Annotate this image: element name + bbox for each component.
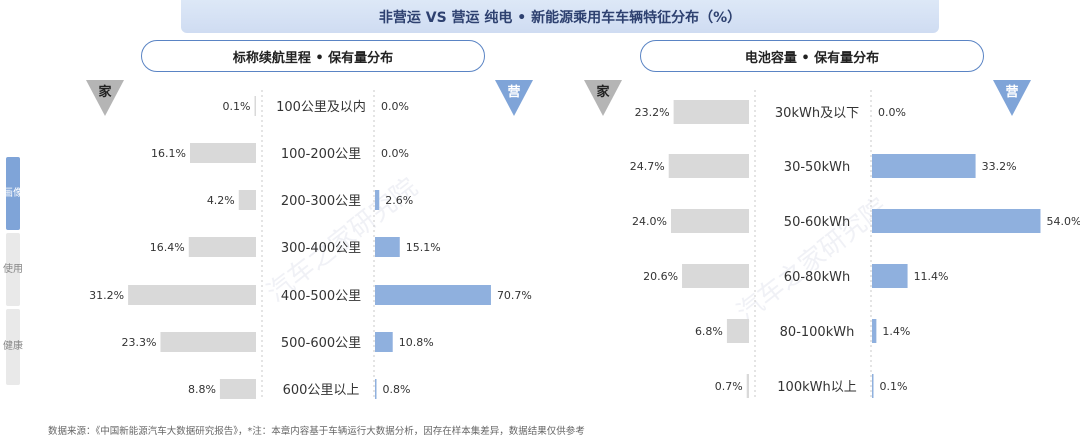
ying-label: 营 bbox=[1005, 85, 1019, 100]
bar-jia bbox=[254, 96, 256, 116]
category-label: 600公里以上 bbox=[283, 383, 360, 398]
category-label: 100公里及以内 bbox=[276, 99, 366, 115]
bar-ying bbox=[872, 154, 976, 178]
category-label: 100kWh以上 bbox=[777, 380, 856, 395]
value-label-ying: 11.4% bbox=[914, 270, 949, 283]
bar-ying bbox=[375, 379, 377, 399]
right-chart-ying-badge: 营 bbox=[993, 80, 1031, 118]
value-label-ying: 0.0% bbox=[878, 106, 906, 119]
chart-title: 非营运 VS 营运 纯电 • 新能源乘用车车辆特征分布（%） bbox=[181, 0, 939, 33]
value-label-ying: 10.8% bbox=[399, 336, 434, 349]
value-label-jia: 0.7% bbox=[715, 380, 743, 393]
bar-jia bbox=[188, 237, 256, 257]
ying-label: 营 bbox=[507, 85, 521, 100]
bar-ying bbox=[872, 374, 874, 398]
value-label-jia: 23.3% bbox=[122, 336, 157, 349]
bar-jia bbox=[219, 379, 256, 399]
bar-ying bbox=[872, 264, 908, 288]
side-tab-shiyong[interactable]: 使用 bbox=[3, 233, 23, 306]
category-label: 30kWh及以下 bbox=[775, 106, 859, 121]
category-label: 300-400公里 bbox=[281, 241, 361, 256]
bar-ying bbox=[872, 209, 1041, 233]
bar-jia bbox=[189, 143, 256, 163]
value-label-ying: 0.0% bbox=[381, 100, 409, 113]
value-label-ying: 70.7% bbox=[497, 289, 532, 302]
value-label-jia: 23.2% bbox=[635, 106, 670, 119]
value-label-ying: 1.4% bbox=[882, 325, 910, 338]
category-label: 400-500公里 bbox=[281, 289, 361, 304]
value-label-jia: 16.1% bbox=[151, 147, 186, 160]
category-label: 60-80kWh bbox=[784, 270, 850, 285]
jia-label: 家 bbox=[596, 85, 610, 100]
value-label-jia: 4.2% bbox=[207, 194, 235, 207]
category-label: 30-50kWh bbox=[784, 160, 850, 175]
side-tab-jiankang[interactable]: 健康 bbox=[3, 309, 23, 385]
value-label-ying: 15.1% bbox=[406, 241, 441, 254]
bar-jia bbox=[726, 319, 749, 343]
category-label: 500-600公里 bbox=[281, 336, 361, 351]
category-label: 200-300公里 bbox=[281, 194, 361, 209]
value-label-jia: 6.8% bbox=[695, 325, 723, 338]
bar-jia bbox=[682, 264, 749, 288]
bar-jia bbox=[746, 374, 749, 398]
value-label-jia: 20.6% bbox=[643, 270, 678, 283]
bar-ying bbox=[872, 319, 877, 343]
bar-jia bbox=[160, 332, 256, 352]
value-label-ying: 0.0% bbox=[381, 147, 409, 160]
category-label: 100-200公里 bbox=[281, 147, 361, 162]
left-chart-ying-badge: 营 bbox=[495, 80, 533, 118]
bar-ying bbox=[375, 237, 400, 257]
value-label-jia: 0.1% bbox=[223, 100, 251, 113]
bar-ying bbox=[375, 190, 380, 210]
category-label: 80-100kWh bbox=[780, 325, 855, 340]
bar-jia bbox=[238, 190, 256, 210]
value-label-jia: 24.0% bbox=[632, 215, 667, 228]
value-label-ying: 54.0% bbox=[1046, 215, 1080, 228]
value-label-ying: 0.8% bbox=[383, 383, 411, 396]
bar-jia bbox=[673, 100, 749, 124]
value-label-ying: 2.6% bbox=[385, 194, 413, 207]
bar-ying bbox=[375, 332, 393, 352]
footer-source: 数据来源：《中国新能源汽车大数据研究报告》，*注：本章内容基于车辆运行大数据分析… bbox=[48, 426, 585, 437]
value-label-jia: 31.2% bbox=[89, 289, 124, 302]
jia-label: 家 bbox=[98, 85, 112, 100]
value-label-jia: 16.4% bbox=[150, 241, 185, 254]
right-chart-jia-badge: 家 bbox=[584, 80, 622, 118]
left-panel-header: 标称续航里程 • 保有量分布 bbox=[141, 40, 485, 72]
value-label-jia: 24.7% bbox=[630, 160, 665, 173]
side-tab-huaxiang[interactable]: 画像 bbox=[3, 157, 23, 230]
bar-ying bbox=[375, 285, 491, 305]
left-chart-jia-badge: 家 bbox=[86, 80, 124, 118]
bar-jia bbox=[671, 209, 749, 233]
value-label-jia: 8.8% bbox=[188, 383, 216, 396]
category-label: 50-60kWh bbox=[784, 215, 850, 230]
bar-jia bbox=[128, 285, 256, 305]
right-panel-header: 电池容量 • 保有量分布 bbox=[640, 40, 984, 72]
bar-jia bbox=[668, 154, 749, 178]
value-label-ying: 33.2% bbox=[982, 160, 1017, 173]
value-label-ying: 0.1% bbox=[880, 380, 908, 393]
